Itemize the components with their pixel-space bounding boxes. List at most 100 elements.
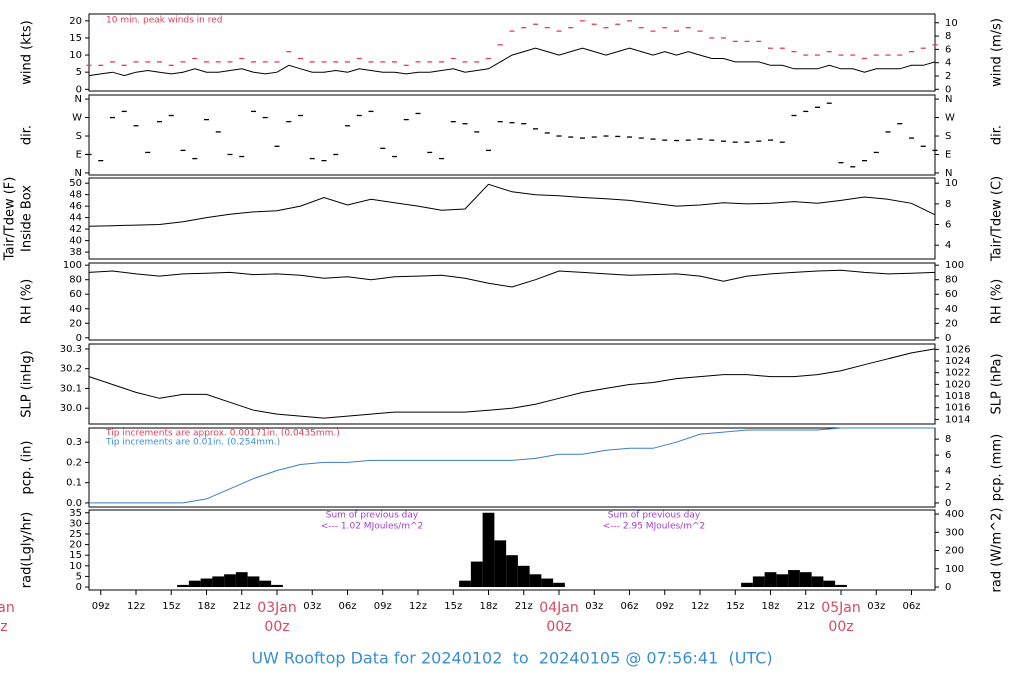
y2-axis-label: dir. (990, 125, 1005, 145)
y-tick-label: S (76, 131, 82, 142)
y2-tick-label: 100 (945, 260, 964, 271)
bar (177, 584, 189, 588)
y2-tick-label: 8 (945, 199, 951, 210)
bar (224, 574, 236, 588)
y2-tick-label: 60 (945, 289, 958, 300)
panel-frame (88, 343, 936, 425)
y2-axis-label: Tair/Tdew (C) (990, 176, 1005, 262)
y-tick-label: 44 (69, 213, 82, 224)
x-tick-label: 18z (480, 601, 498, 612)
bar (259, 580, 272, 588)
y2-tick-label: W (945, 113, 955, 124)
bar (776, 574, 789, 588)
annotation: Tip increments are approx. 0.00171in. (0… (105, 429, 340, 439)
y-tick-label: E (76, 149, 82, 160)
y2-tick-label: 0 (945, 84, 951, 95)
y2-tick-label: 6 (945, 450, 951, 461)
bar (506, 555, 518, 588)
data-line (88, 348, 936, 419)
y-tick-label: 0.1 (66, 478, 82, 489)
y-axis-label: SLP (inHg) (20, 350, 35, 418)
bar (200, 578, 213, 588)
bar (212, 576, 225, 588)
x-tick-label: 06z (903, 601, 921, 612)
y2-tick-label: 10 (945, 18, 958, 29)
bar (482, 512, 495, 588)
y2-tick-label: 2 (945, 71, 951, 82)
y2-tick-label: 8 (945, 31, 951, 42)
y2-tick-label: 20 (945, 318, 958, 329)
y-axis-label: dir. (20, 125, 35, 145)
y-tick-label: 42 (69, 224, 82, 235)
x-tick-label: 15z (726, 601, 744, 612)
panel-frame (88, 509, 936, 591)
y-tick-label: 20 (69, 16, 82, 27)
bar (553, 582, 565, 588)
panel-frame (88, 427, 936, 508)
panel-frame (88, 94, 936, 176)
data-line (88, 183, 936, 227)
y2-tick-label: 0 (945, 582, 951, 593)
y2-tick-label: 8 (945, 434, 951, 445)
annotation: Sum of previous day (608, 511, 701, 521)
bar (541, 578, 554, 588)
y-tick-label: 0.3 (66, 437, 82, 448)
date-label: 05Jan (821, 600, 860, 616)
bar (741, 582, 753, 588)
y-tick-label: 20 (69, 318, 82, 329)
bar (811, 576, 824, 588)
bar (517, 565, 530, 588)
bar (835, 584, 847, 588)
bar (788, 570, 800, 588)
y-tick-label: 0.0 (66, 498, 82, 509)
annotation: 10 min. peak winds in red (106, 16, 223, 26)
x-tick-label: 12z (127, 601, 145, 612)
y-axis-label: Tair/Tdew (F) (3, 177, 18, 262)
y-axis-label: rad(Lgly/hr) (20, 512, 35, 588)
y-tick-label: 0 (76, 582, 82, 593)
annotation: Sum of previous day (326, 511, 419, 521)
y-tick-label: 38 (69, 247, 82, 258)
x-tick-label: 12z (409, 601, 427, 612)
bar (799, 572, 812, 588)
y-tick-label: 15 (69, 550, 82, 561)
y-tick-label: 30.0 (60, 403, 82, 414)
x-tick-label: 03z (303, 601, 321, 612)
annotation: Tip increments are 0.01in. (0.254mm.) (105, 438, 280, 448)
y2-tick-label: 1018 (945, 391, 970, 402)
y-tick-label: 100 (63, 260, 82, 271)
y-tick-label: 30.3 (60, 344, 82, 355)
x-tick-label: 15z (162, 601, 180, 612)
y-tick-label: 35 (69, 508, 82, 519)
y2-axis-label: SLP (hPa) (990, 353, 1005, 414)
y2-tick-label: 200 (945, 546, 964, 557)
y2-tick-label: 40 (945, 304, 958, 315)
y2-tick-label: 6 (945, 220, 951, 231)
y-tick-label: 10 (69, 50, 82, 61)
y-tick-label: N (75, 94, 82, 105)
panel-frame (88, 262, 936, 341)
bar (271, 584, 283, 588)
x-tick-label: 18z (762, 601, 780, 612)
date-sublabel: 00z (0, 619, 8, 635)
y2-axis-label: rad (W/m^2) (990, 508, 1005, 593)
bar (764, 572, 777, 588)
x-tick-label: 15z (444, 601, 462, 612)
y2-tick-label: 4 (945, 466, 951, 477)
y2-tick-label: N (945, 94, 952, 105)
data-line (88, 269, 936, 288)
x-tick-label: 21z (797, 601, 815, 612)
y-axis-label: RH (%) (20, 279, 35, 324)
y-tick-label: 30.1 (60, 383, 82, 394)
y2-tick-label: 80 (945, 275, 958, 286)
y-tick-label: 10 (69, 561, 82, 572)
date-label: 02Jan (0, 600, 15, 616)
y-tick-label: 30 (69, 518, 82, 529)
data-line (89, 427, 935, 504)
y2-tick-label: 1026 (945, 344, 970, 355)
y-tick-label: 30.2 (60, 364, 82, 375)
y2-tick-label: 2 (945, 482, 951, 493)
y2-tick-label: 100 (945, 564, 964, 575)
bar (529, 574, 542, 588)
